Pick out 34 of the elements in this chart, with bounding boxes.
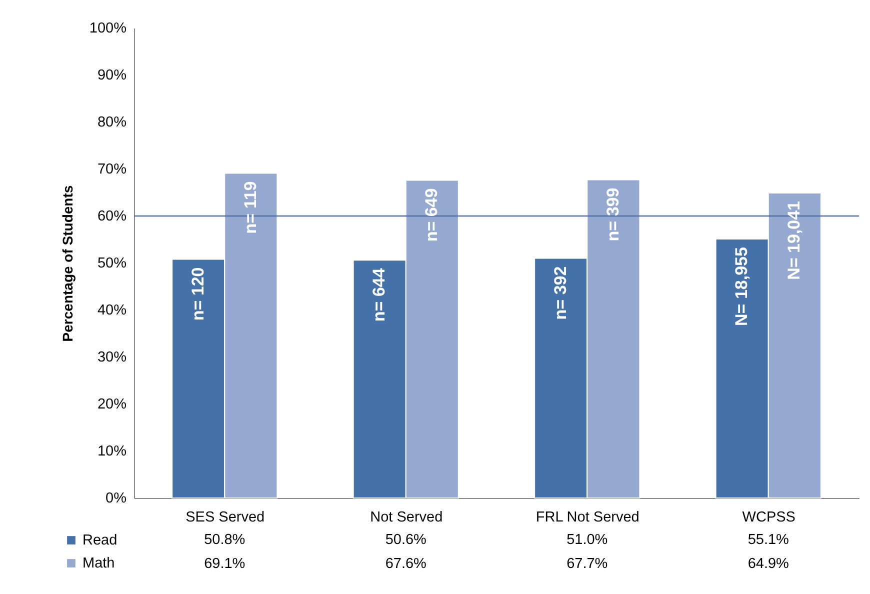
- y-tick-label: 90%: [97, 68, 127, 84]
- legend-label: Math: [82, 555, 115, 572]
- y-tick-label: 50%: [97, 256, 127, 272]
- annotation: n= 649: [422, 188, 442, 242]
- y-tick-label: 60%: [97, 208, 127, 224]
- data-label: 50.8%: [204, 532, 246, 548]
- annotation: N= 19,041: [784, 200, 804, 280]
- annotation: n= 644: [370, 268, 389, 322]
- x-tick-label: SES Served: [186, 510, 265, 526]
- x-tick-label: WCPSS: [742, 510, 796, 526]
- annotation: n= 392: [550, 266, 570, 320]
- y-tick-label: 10%: [97, 444, 127, 460]
- annotation: n= 399: [603, 188, 622, 242]
- legend-label: Read: [82, 532, 118, 548]
- data-label: 51.0%: [566, 532, 608, 548]
- y-tick-label: 80%: [97, 114, 127, 130]
- data-label: 55.1%: [748, 532, 790, 548]
- y-tick-label: 70%: [97, 162, 127, 178]
- annotation: N= 18,955: [732, 247, 752, 326]
- annotation: n= 120: [188, 267, 208, 321]
- y-tick-label: 40%: [97, 302, 127, 318]
- y-tick-label: 30%: [97, 350, 127, 366]
- x-tick-label: Not Served: [370, 510, 443, 526]
- data-label: 67.7%: [566, 556, 608, 572]
- data-label: 50.6%: [385, 532, 427, 548]
- x-tick-label: FRL Not Served: [536, 510, 640, 526]
- y-tick-label: 100%: [89, 20, 127, 36]
- y-tick-label: 20%: [97, 396, 127, 412]
- annotation: n= 119: [240, 181, 260, 234]
- data-label: 67.6%: [385, 556, 427, 572]
- y-axis-title: Percentage of Students: [59, 185, 76, 342]
- data-label: 69.1%: [204, 556, 246, 572]
- y-tick-label: 0%: [106, 490, 127, 506]
- data-label: 64.9%: [748, 556, 790, 572]
